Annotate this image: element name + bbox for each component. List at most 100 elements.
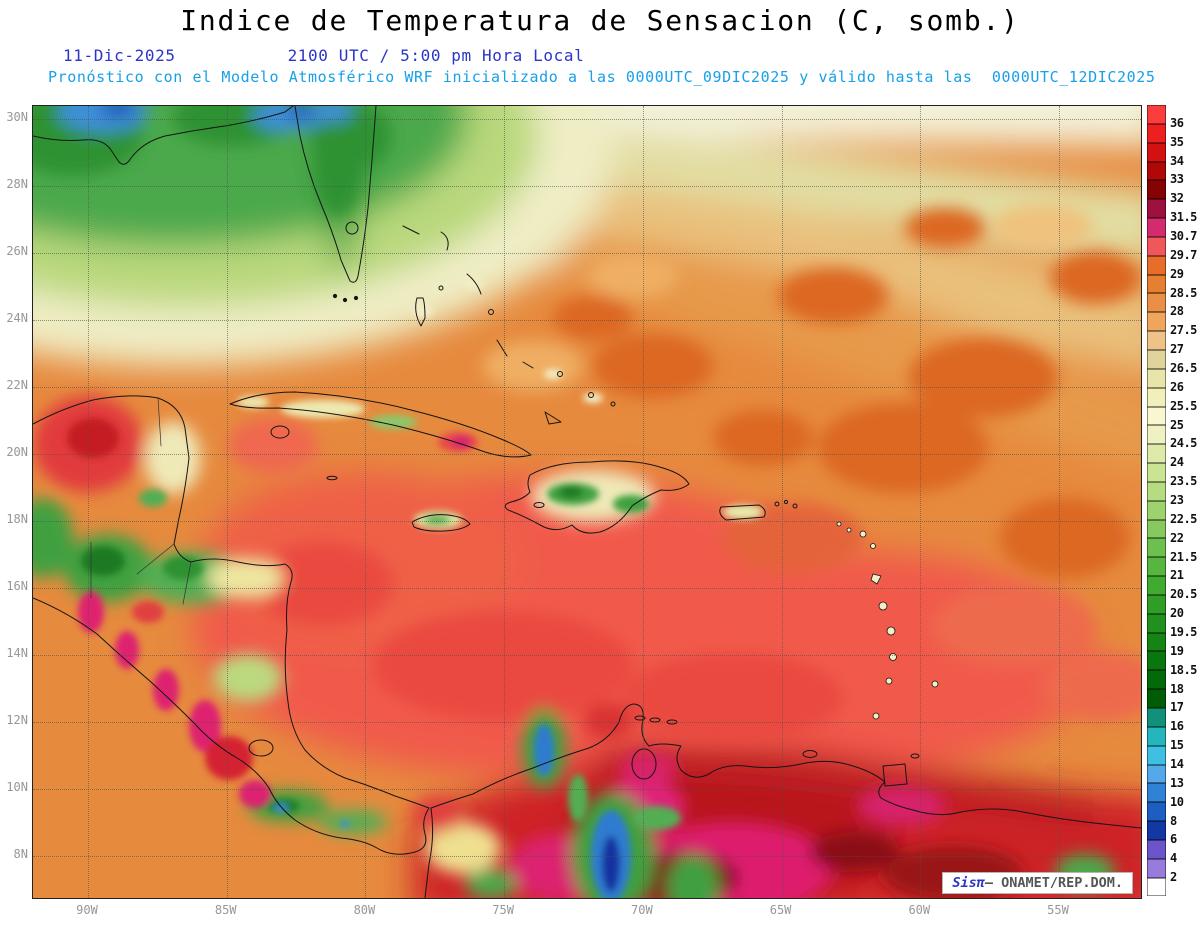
colorbar-label: 10 xyxy=(1170,794,1184,809)
trinidad xyxy=(882,763,908,787)
colorbar-cell xyxy=(1147,877,1166,897)
colorbar-label: 15 xyxy=(1170,738,1184,753)
colorbar-cell xyxy=(1147,538,1166,558)
colorbar-cell xyxy=(1147,123,1166,143)
watermark-brand: Sisπ xyxy=(952,875,985,891)
colorbar-cell xyxy=(1147,349,1166,369)
colorbar-cell xyxy=(1147,708,1166,727)
colorbar-label: 22.5 xyxy=(1170,511,1197,526)
colorbar-label: 36 xyxy=(1170,115,1184,130)
x-tick-label: 60W xyxy=(908,903,931,917)
colorbar-cell xyxy=(1147,368,1166,388)
y-tick-label: 10N xyxy=(6,780,28,794)
colorbar-cell xyxy=(1147,406,1166,426)
colorbar-cell xyxy=(1147,802,1166,822)
y-tick-label: 28N xyxy=(6,177,28,191)
colorbar-label: 25.5 xyxy=(1170,398,1197,413)
colorbar-cell xyxy=(1147,821,1166,840)
colorbar-cell xyxy=(1147,745,1166,765)
colorbar-cell xyxy=(1147,576,1166,595)
colorbar-label: 29.7 xyxy=(1170,247,1197,262)
colorbar-cell xyxy=(1147,726,1166,746)
colorbar-label: 23 xyxy=(1170,493,1184,507)
colorbar-cell xyxy=(1147,594,1166,614)
x-tick-label: 65W xyxy=(769,903,792,917)
bahamas xyxy=(402,225,420,235)
colorbar-cell xyxy=(1147,670,1166,690)
colorbar-label: 24 xyxy=(1170,455,1184,470)
colorbar-cell xyxy=(1147,519,1166,539)
colorbar-label: 21 xyxy=(1170,568,1184,583)
colorbar-label: 14 xyxy=(1170,757,1184,771)
colorbar-label: 33 xyxy=(1170,172,1184,187)
colorbar-cell xyxy=(1147,651,1166,671)
colorbar-label: 30.7 xyxy=(1170,229,1197,243)
colorbar-label: 2 xyxy=(1170,870,1177,885)
colorbar-cell xyxy=(1147,839,1166,859)
colorbar-label: 20.5 xyxy=(1170,587,1197,602)
map-canvas: Sisπ– ONAMET/REP.DOM. xyxy=(32,105,1142,899)
puerto-rico-coast xyxy=(719,504,766,521)
colorbar-cell xyxy=(1147,236,1166,256)
colorbar-cell xyxy=(1147,312,1166,332)
y-tick-label: 18N xyxy=(6,512,28,526)
colorbar-label: 4 xyxy=(1170,851,1177,866)
colorbar-cell xyxy=(1147,255,1166,275)
y-tick-label: 16N xyxy=(6,579,28,593)
watermark-org: – ONAMET/REP.DOM. xyxy=(984,875,1123,891)
lake-okeechobee xyxy=(345,221,359,235)
colorbar-label: 26.5 xyxy=(1170,361,1197,375)
colorbar-cell xyxy=(1147,444,1166,464)
central-america-coast xyxy=(33,395,430,855)
forecast-date: 11-Dic-2025 xyxy=(63,46,176,65)
jamaica-coast xyxy=(411,514,471,532)
temperature-field-svg xyxy=(33,106,1141,898)
y-tick-label: 22N xyxy=(6,378,28,392)
temperature-field-detail xyxy=(67,279,763,898)
x-tick-label: 75W xyxy=(492,903,514,917)
lake-maracaibo xyxy=(631,748,657,780)
y-tick-label: 24N xyxy=(6,311,28,325)
forecast-time: 2100 UTC / 5:00 pm Hora Local xyxy=(287,46,585,65)
colorbar-cell xyxy=(1147,199,1166,219)
colorbar-cell xyxy=(1147,387,1166,407)
colorbar-cell xyxy=(1147,500,1166,520)
x-tick-label: 70W xyxy=(631,903,653,917)
colorbar-label: 24.5 xyxy=(1170,436,1197,451)
colorbar-label: 8 xyxy=(1170,813,1177,828)
y-tick-label: 12N xyxy=(6,713,28,727)
colorbar-cell xyxy=(1147,613,1166,633)
y-tick-label: 20N xyxy=(6,445,28,459)
x-tick-label: 85W xyxy=(214,903,237,917)
colorbar-label: 19 xyxy=(1170,643,1184,658)
colorbar-label: 6 xyxy=(1170,832,1177,847)
watermark: Sisπ– ONAMET/REP.DOM. xyxy=(942,872,1133,894)
temperature-field-medium xyxy=(33,106,1141,898)
colorbar-label: 19.5 xyxy=(1170,625,1197,639)
colorbar-label: 17 xyxy=(1170,700,1184,715)
colorbar xyxy=(1147,105,1166,897)
colorbar-label: 32 xyxy=(1170,191,1184,206)
colorbar-label: 23.5 xyxy=(1170,474,1197,489)
gulf-coast xyxy=(33,106,294,165)
colorbar-cell xyxy=(1147,689,1166,708)
colorbar-cell xyxy=(1147,557,1166,577)
florida-coast xyxy=(294,106,377,283)
colorbar-cell xyxy=(1147,142,1166,162)
lake-nicaragua xyxy=(248,739,274,757)
colorbar-cell xyxy=(1147,331,1166,350)
colorbar-cell xyxy=(1147,425,1166,445)
colorbar-label: 13 xyxy=(1170,775,1184,790)
model-info-line: Pronóstico con el Modelo Atmosférico WRF… xyxy=(48,68,1156,86)
page-title: Indice de Temperatura de Sensacion (C, s… xyxy=(180,4,1020,37)
colorbar-cell xyxy=(1147,764,1166,784)
hispaniola-coast xyxy=(504,460,690,534)
colorbar-label: 18 xyxy=(1170,681,1184,696)
colorbar-cell xyxy=(1147,180,1166,200)
colorbar-cell xyxy=(1147,218,1166,237)
colorbar-label: 16 xyxy=(1170,719,1184,734)
colorbar-label: 26 xyxy=(1170,379,1184,394)
colorbar-label: 31.5 xyxy=(1170,210,1197,225)
colorbar-label: 27 xyxy=(1170,342,1184,357)
